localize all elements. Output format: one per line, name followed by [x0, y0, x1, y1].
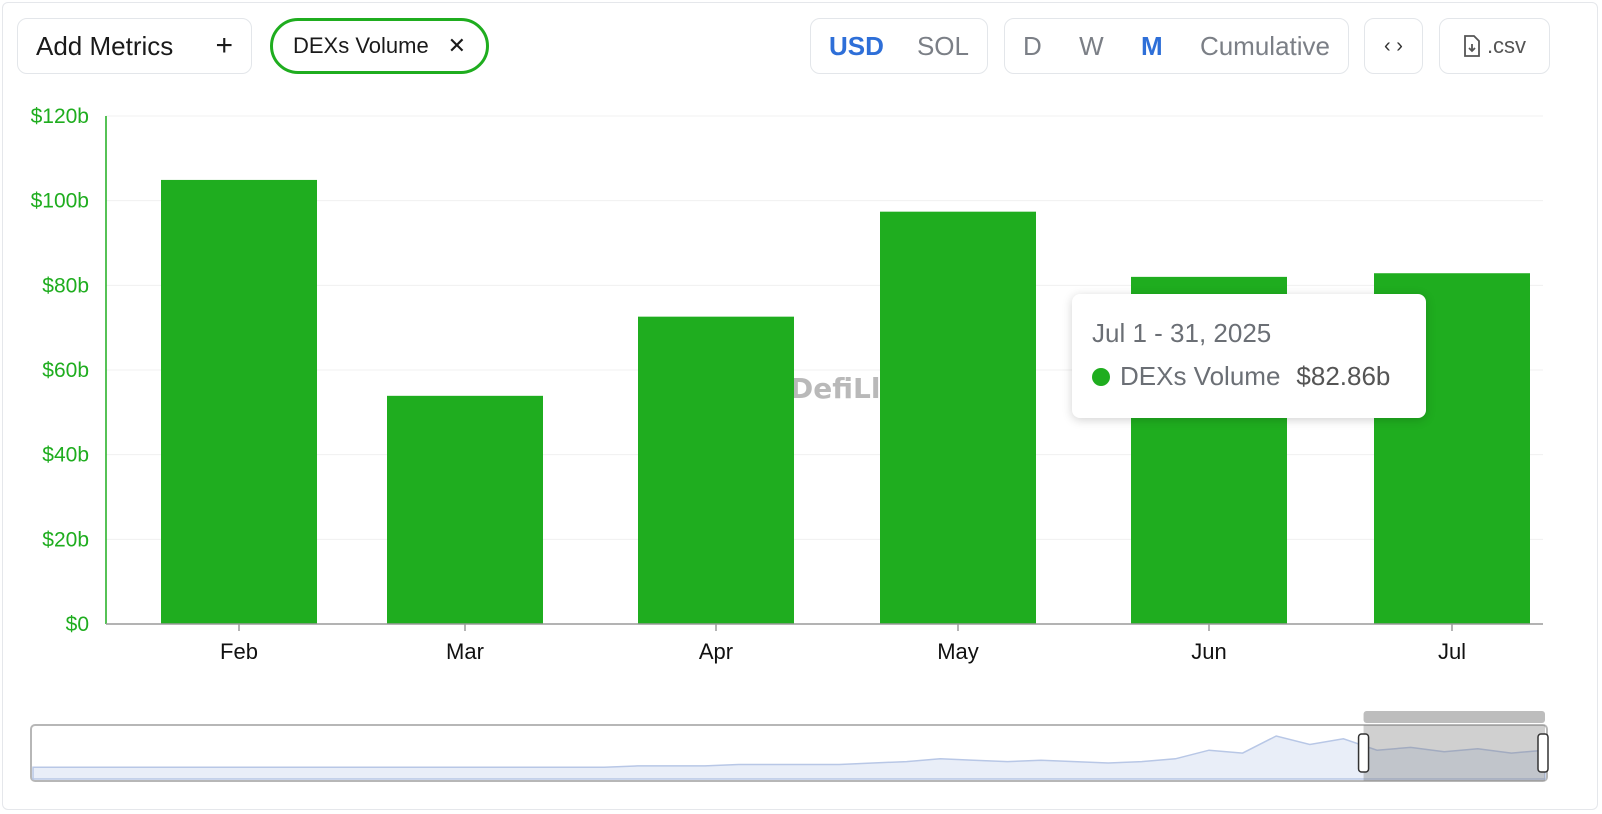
interval-option-m[interactable]: M — [1140, 30, 1163, 61]
currency-toggle: USD SOL — [810, 18, 988, 74]
currency-option-usd[interactable]: USD — [829, 30, 884, 61]
y-tick-label: $80b — [42, 274, 89, 297]
range-handle-right[interactable] — [1537, 733, 1549, 773]
code-icon: ‹ › — [1384, 34, 1403, 57]
x-tick-label: Apr — [699, 639, 733, 664]
tooltip-value: $82.86b — [1296, 361, 1391, 391]
add-metrics-label: Add Metrics — [36, 30, 174, 61]
y-tick-label: $0 — [66, 613, 89, 636]
embed-button[interactable]: ‹ › — [1364, 18, 1423, 74]
x-tick-label: Mar — [446, 639, 484, 664]
bar-apr[interactable] — [638, 316, 794, 624]
range-handle-left[interactable] — [1357, 733, 1370, 773]
interval-toggle: D W M Cumulative — [1004, 18, 1349, 74]
add-metrics-button[interactable]: Add Metrics + — [17, 18, 252, 74]
bar-mar[interactable] — [387, 395, 543, 624]
y-tick-label: $100b — [31, 190, 89, 213]
bar-feb[interactable] — [161, 179, 317, 624]
bar-may[interactable] — [880, 211, 1036, 624]
metric-chip-label: DEXs Volume — [293, 33, 429, 58]
y-tick-label: $120b — [31, 105, 89, 128]
csv-download-button[interactable]: .csv — [1439, 18, 1550, 74]
interval-option-d[interactable]: D — [1023, 30, 1042, 61]
interval-option-cumulative[interactable]: Cumulative — [1199, 30, 1330, 61]
grid-lines — [106, 115, 1543, 540]
plus-icon: + — [215, 29, 233, 62]
x-tick-label: Jun — [1191, 639, 1226, 664]
range-drag-bar[interactable] — [1363, 711, 1545, 723]
interval-option-w[interactable]: W — [1079, 30, 1104, 61]
y-tick-label: $20b — [42, 528, 89, 551]
chart-tooltip: Jul 1 - 31, 2025 DEXs Volume $82.86b — [1072, 294, 1426, 418]
close-icon[interactable]: ✕ — [447, 33, 466, 58]
tooltip-series-name: DEXs Volume — [1120, 361, 1281, 391]
y-axis-ticks: $0 $20b $40b $60b $80b $100b $120b — [31, 105, 89, 636]
csv-label: .csv — [1486, 33, 1527, 58]
currency-option-sol[interactable]: SOL — [916, 30, 969, 61]
y-tick-label: $60b — [42, 359, 89, 382]
range-selector[interactable] — [30, 711, 1549, 782]
x-axis-ticks: Feb Mar Apr May Jun Jul — [220, 624, 1466, 664]
file-download-icon — [1464, 35, 1480, 57]
x-tick-label: Jul — [1438, 639, 1466, 664]
dexs-volume-chip[interactable]: DEXs Volume ✕ — [270, 18, 489, 74]
series-color-dot — [1092, 367, 1110, 386]
x-tick-label: Feb — [220, 639, 258, 664]
range-selected-window[interactable] — [1363, 725, 1545, 781]
tooltip-date: Jul 1 - 31, 2025 — [1092, 318, 1272, 348]
x-tick-label: May — [937, 639, 979, 664]
y-tick-label: $40b — [42, 444, 89, 467]
overview-area — [32, 735, 1546, 780]
